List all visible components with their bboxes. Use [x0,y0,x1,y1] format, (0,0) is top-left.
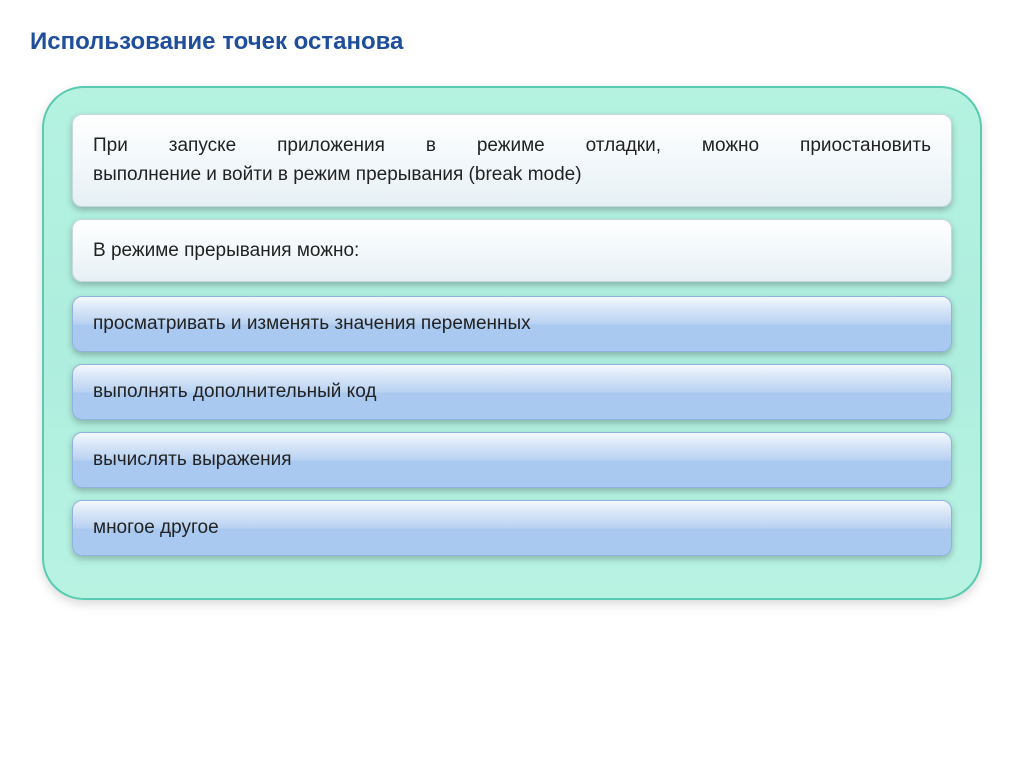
list-item-text: выполнять дополнительный код [93,381,376,402]
subhead-box: В режиме прерывания можно: [72,219,952,282]
list-item: вычислять выражения [72,432,952,488]
slide-title: Использование точек останова [30,28,994,56]
list-item-text: просматривать и изменять значения переме… [93,313,531,334]
subhead-text: В режиме прерывания можно: [93,240,359,261]
intro-line-2: выполнение и войти в режим прерывания (b… [93,160,931,189]
intro-box: При запуске приложения в режиме отладки,… [72,114,952,207]
list-item-text: вычислять выражения [93,449,292,470]
content-panel: При запуске приложения в режиме отладки,… [42,86,982,600]
intro-line-1: При запуске приложения в режиме отладки,… [93,131,931,160]
list-item: выполнять дополнительный код [72,364,952,420]
slide: Использование точек останова При запуске… [0,0,1024,767]
list-item: просматривать и изменять значения переме… [72,296,952,352]
list-item: многое другое [72,500,952,556]
list-item-text: многое другое [93,517,219,538]
